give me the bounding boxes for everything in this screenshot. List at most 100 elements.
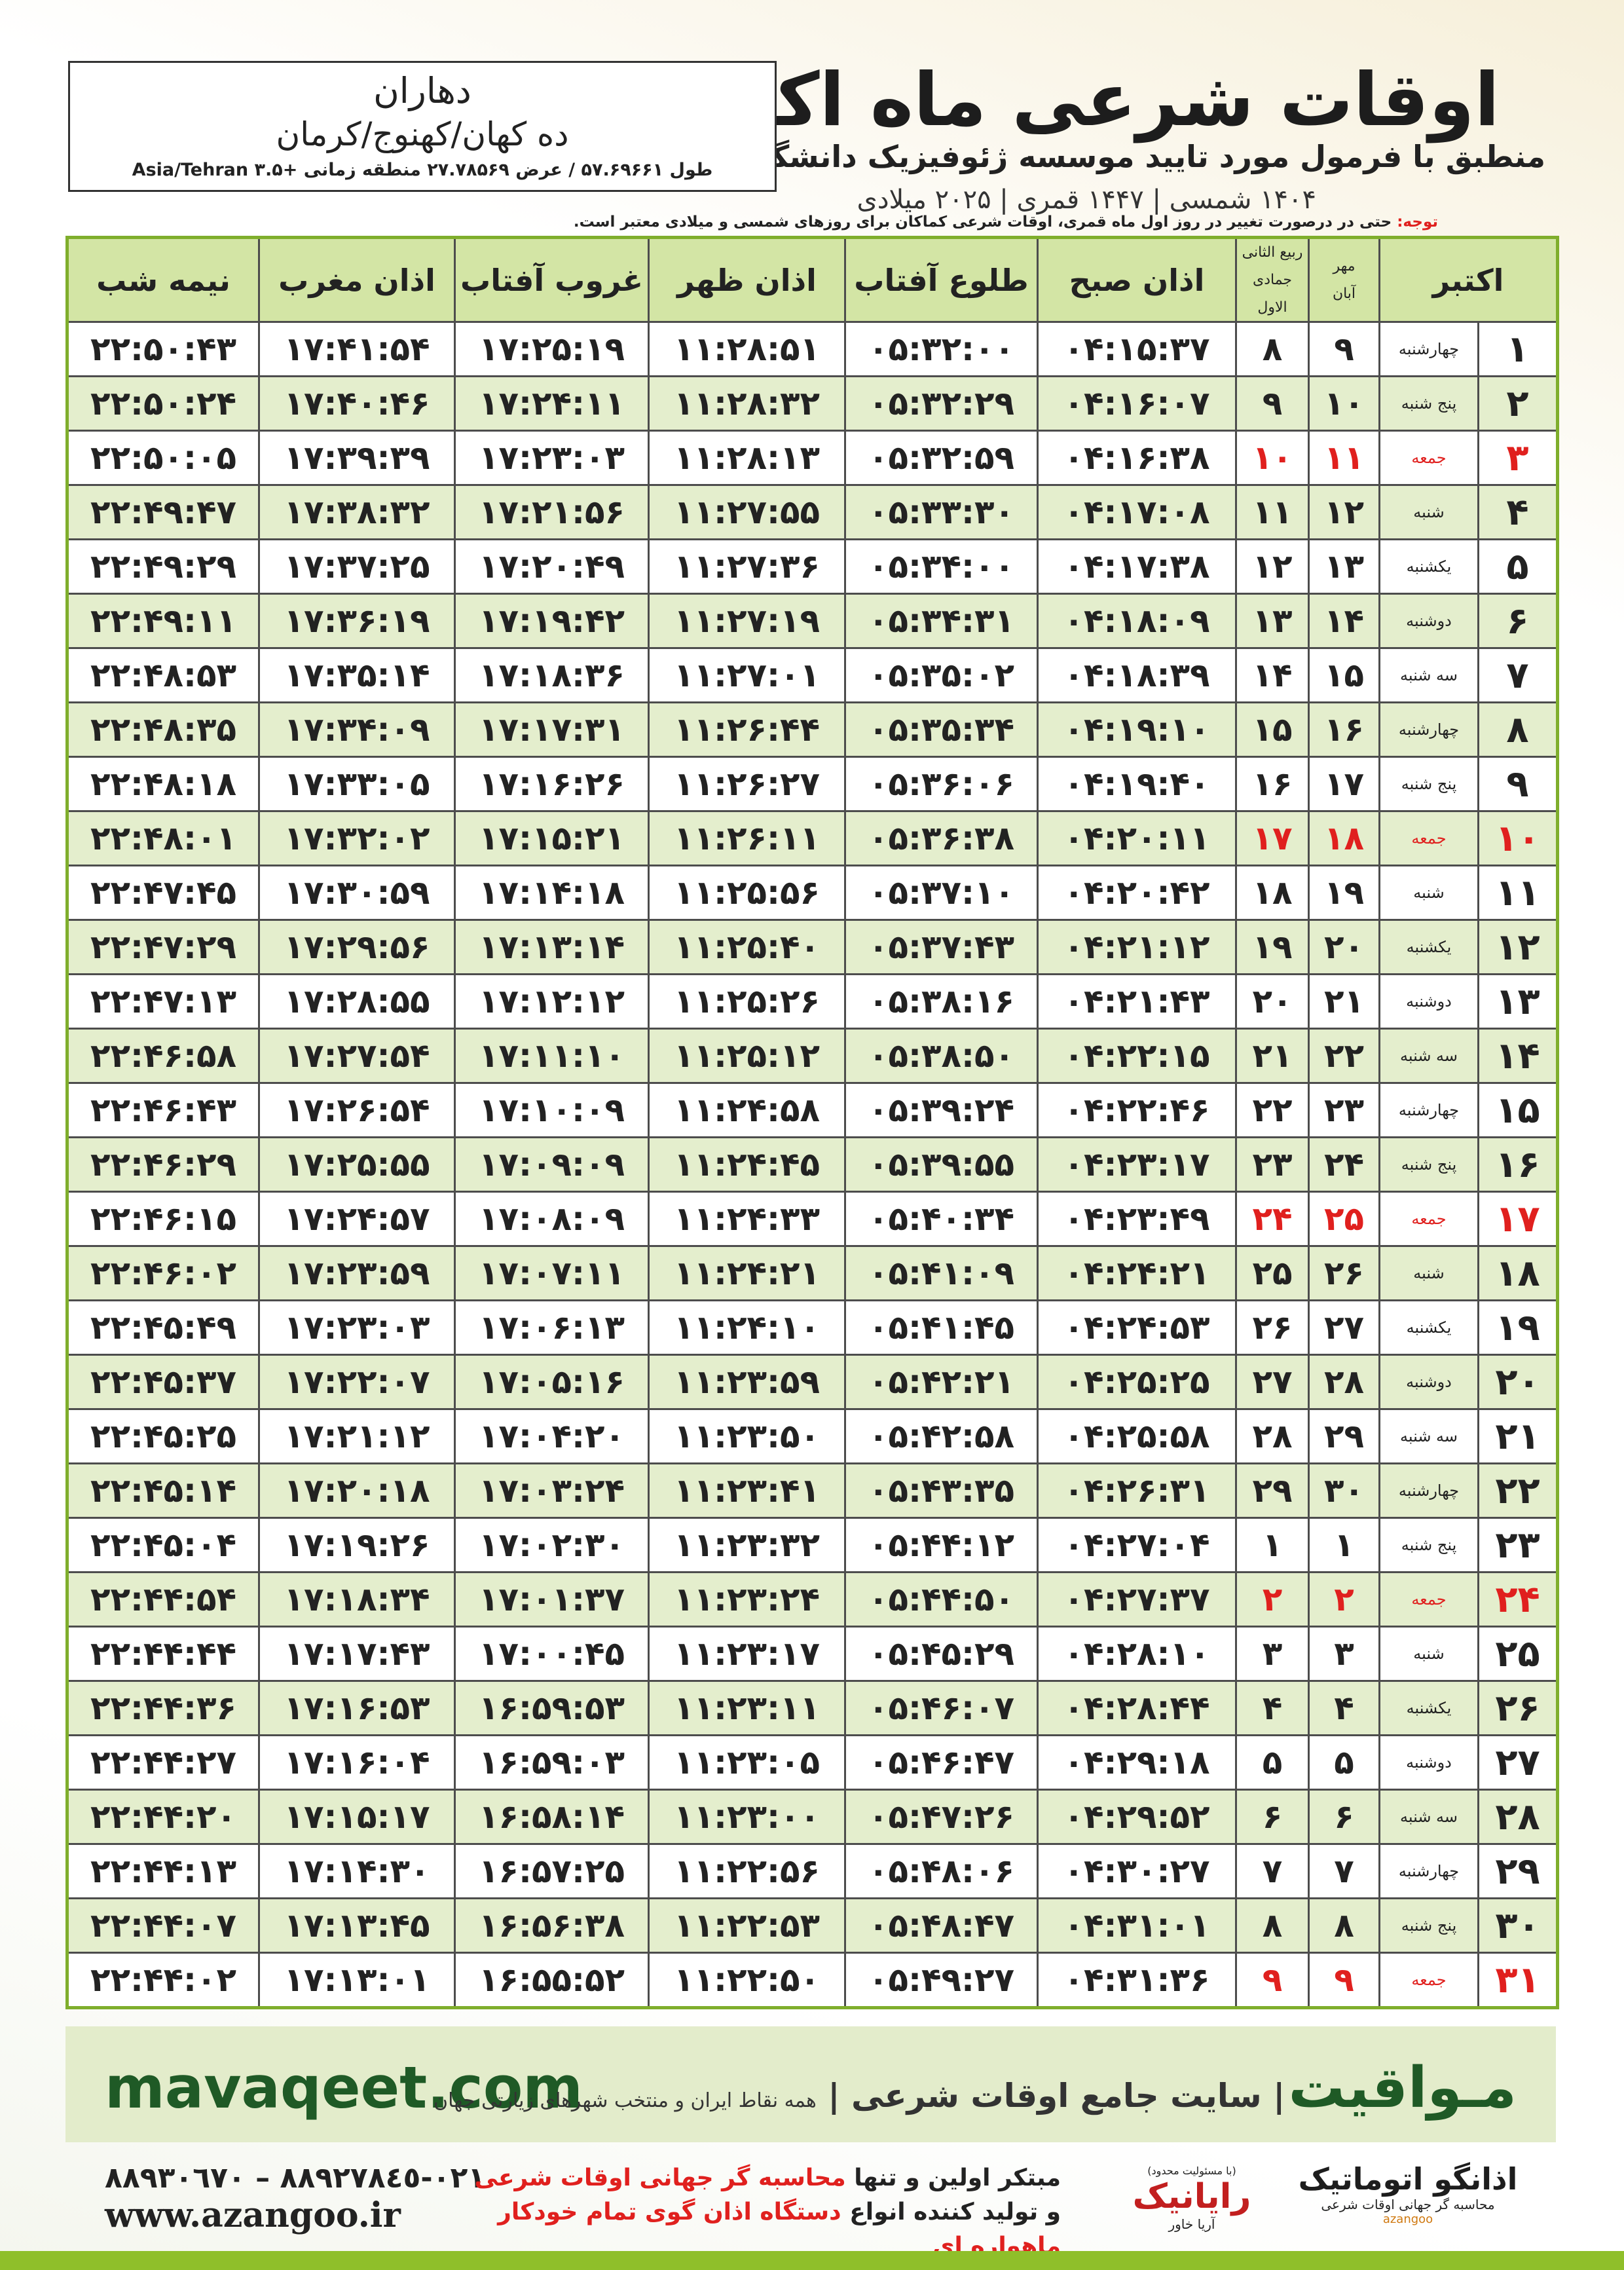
time-cell: ۰۴:۲۴:۲۱ bbox=[1037, 1245, 1237, 1302]
time-cell: ۲۲:۴۵:۱۴ bbox=[66, 1462, 260, 1519]
time-cell: ۰۵:۴۲:۵۸ bbox=[844, 1408, 1039, 1465]
time-cell: ۰۵:۴۴:۵۰ bbox=[844, 1571, 1039, 1628]
time-cell: ۲۲:۵۰:۴۳ bbox=[66, 321, 260, 378]
date-cell: ۱۹ bbox=[1235, 919, 1310, 976]
time-cell: ۱۷:۳۶:۱۹ bbox=[258, 593, 456, 650]
date-cell: ۲۰ bbox=[1308, 919, 1380, 976]
date-cell: ۲ bbox=[1308, 1571, 1380, 1628]
date-cell: ۳ bbox=[1235, 1626, 1310, 1683]
time-cell: ۲۲:۴۵:۰۴ bbox=[66, 1517, 260, 1574]
time-cell: ۰۴:۲۳:۱۷ bbox=[1037, 1136, 1237, 1193]
promo-highlight: محاسبه گر جهانی اوقات شرعی bbox=[474, 2165, 846, 2191]
date-cell: ۲۶ bbox=[1308, 1245, 1380, 1302]
date-cell: ۱۷ bbox=[1308, 756, 1380, 813]
time-cell: ۰۴:۲۱:۱۲ bbox=[1037, 919, 1237, 976]
title: اوقات شرعی ماه اکتبر bbox=[671, 58, 1500, 143]
time-cell: ۱۷:۰۷:۱۱ bbox=[454, 1245, 650, 1302]
date-cell: ۳۱ bbox=[1477, 1952, 1559, 2009]
time-cell: ۱۷:۲۴:۱۱ bbox=[454, 375, 650, 432]
table-row: ۲۱ سه شنبه ۲۹ ۲۸ ۰۴:۲۵:۵۸ ۰۵:۴۲:۵۸ ۱۱:۲۳:۵۰ ۱۷:… bbox=[66, 1408, 1559, 1465]
header-cell: اذان صبح bbox=[1037, 236, 1237, 324]
promo-line: مبتکر اولین و تنها محاسبه گر جهانی اوقات… bbox=[458, 2161, 1061, 2195]
time-cell: ۱۷:۲۵:۵۵ bbox=[258, 1136, 456, 1193]
time-cell: ۱۷:۱۳:۱۴ bbox=[454, 919, 650, 976]
time-cell: ۰۵:۳۹:۲۴ bbox=[844, 1082, 1039, 1139]
date-cell: سه شنبه bbox=[1378, 1408, 1480, 1465]
time-cell: ۱۱:۲۲:۵۳ bbox=[648, 1897, 846, 1954]
date-cell: ۳ bbox=[1477, 430, 1559, 487]
date-cell: یکشنبه bbox=[1378, 1299, 1480, 1356]
date-cell: ۹ bbox=[1308, 321, 1380, 378]
time-cell: ۰۵:۴۲:۲۱ bbox=[844, 1354, 1039, 1411]
date-cell: یکشنبه bbox=[1378, 1680, 1480, 1737]
date-cell: ۱۵ bbox=[1235, 701, 1310, 758]
time-cell: ۱۷:۱۹:۴۲ bbox=[454, 593, 650, 650]
time-cell: ۱۷:۱۷:۳۱ bbox=[454, 701, 650, 758]
time-cell: ۰۵:۴۴:۱۲ bbox=[844, 1517, 1039, 1574]
time-cell: ۲۲:۴۵:۴۹ bbox=[66, 1299, 260, 1356]
date-cell: ۲۵ bbox=[1477, 1626, 1559, 1683]
table-row: ۲۲ چهارشنبه ۳۰ ۲۹ ۰۴:۲۶:۳۱ ۰۵:۴۳:۳۵ ۱۱:۲۳:۴۱ ۱۷… bbox=[66, 1462, 1559, 1519]
time-cell: ۰۴:۲۹:۵۲ bbox=[1037, 1789, 1237, 1846]
date-cell: ۱۰ bbox=[1235, 430, 1310, 487]
date-cell: ۱۲ bbox=[1477, 919, 1559, 976]
time-cell: ۰۴:۲۵:۵۸ bbox=[1037, 1408, 1237, 1465]
time-cell: ۱۱:۲۳:۱۷ bbox=[648, 1626, 846, 1683]
time-cell: ۱۱:۲۵:۵۶ bbox=[648, 865, 846, 921]
date-cell: ۲۲ bbox=[1477, 1462, 1559, 1519]
date-cell: ۲۴ bbox=[1477, 1571, 1559, 1628]
date-cell: شنبه bbox=[1378, 1245, 1480, 1302]
date-cell: ۸ bbox=[1308, 1897, 1380, 1954]
table-row: ۶ دوشنبه ۱۴ ۱۳ ۰۴:۱۸:۰۹ ۰۵:۳۴:۳۱ ۱۱:۲۷:۱۹ ۱۷:۱۹… bbox=[66, 593, 1559, 650]
date-cell: جمعه bbox=[1378, 1952, 1480, 2009]
date-cell: ۱۷ bbox=[1477, 1191, 1559, 1248]
date-cell: ۲۹ bbox=[1477, 1843, 1559, 1900]
time-cell: ۰۴:۳۱:۳۶ bbox=[1037, 1952, 1237, 2009]
date-cell: ۹ bbox=[1235, 1952, 1310, 2009]
time-cell: ۱۷:۰۸:۰۹ bbox=[454, 1191, 650, 1248]
time-cell: ۲۲:۴۴:۲۰ bbox=[66, 1789, 260, 1846]
time-cell: ۱۶:۵۹:۰۳ bbox=[454, 1734, 650, 1791]
date-cell: ۲ bbox=[1235, 1571, 1310, 1628]
table-row: ۱ چهارشنبه ۹ ۸ ۰۴:۱۵:۳۷ ۰۵:۳۲:۰۰ ۱۱:۲۸:۵۱ ۱۷:۲۵… bbox=[66, 321, 1559, 378]
date-cell: شنبه bbox=[1378, 865, 1480, 921]
date-cell: ۱۵ bbox=[1477, 1082, 1559, 1139]
time-cell: ۱۷:۲۲:۰۷ bbox=[258, 1354, 456, 1411]
table-row: ۲ پنج شنبه ۱۰ ۹ ۰۴:۱۶:۰۷ ۰۵:۳۲:۲۹ ۱۱:۲۸:۳۲ ۱۷:۲… bbox=[66, 375, 1559, 432]
time-cell: ۲۲:۴۷:۱۳ bbox=[66, 973, 260, 1030]
banner: mavaqeet.com مـواقیت | سایت جامع اوقات ش… bbox=[65, 2026, 1556, 2142]
table-row: ۷ سه شنبه ۱۵ ۱۴ ۰۴:۱۸:۳۹ ۰۵:۳۵:۰۲ ۱۱:۲۷:۰۱ ۱۷:۱… bbox=[66, 647, 1559, 704]
date-cell: ۲۰ bbox=[1235, 973, 1310, 1030]
date-cell: ۲۷ bbox=[1235, 1354, 1310, 1411]
time-cell: ۲۲:۴۴:۴۴ bbox=[66, 1626, 260, 1683]
time-cell: ۲۲:۴۶:۴۳ bbox=[66, 1082, 260, 1139]
time-cell: ۰۴:۳۰:۲۷ bbox=[1037, 1843, 1237, 1900]
date-cell: ۲۱ bbox=[1477, 1408, 1559, 1465]
time-cell: ۱۱:۲۶:۲۷ bbox=[648, 756, 846, 813]
time-cell: ۱۱:۲۴:۱۰ bbox=[648, 1299, 846, 1356]
date-cell: ۸ bbox=[1235, 321, 1310, 378]
date-cell: ۵ bbox=[1235, 1734, 1310, 1791]
date-cell: ۲۴ bbox=[1308, 1136, 1380, 1193]
date-cell: ۱۶ bbox=[1308, 701, 1380, 758]
time-cell: ۰۴:۲۱:۴۳ bbox=[1037, 973, 1237, 1030]
time-cell: ۱۷:۲۴:۵۷ bbox=[258, 1191, 456, 1248]
table-row: ۱۵ چهارشنبه ۲۳ ۲۲ ۰۴:۲۲:۴۶ ۰۵:۳۹:۲۴ ۱۱:۲۴:۵۸ ۱۷… bbox=[66, 1082, 1559, 1139]
table-row: ۱۲ یکشنبه ۲۰ ۱۹ ۰۴:۲۱:۱۲ ۰۵:۳۷:۴۳ ۱۱:۲۵:۴۰ ۱۷:۱… bbox=[66, 919, 1559, 976]
date-cell: ۱۱ bbox=[1477, 865, 1559, 921]
table-row: ۸ چهارشنبه ۱۶ ۱۵ ۰۴:۱۹:۱۰ ۰۵:۳۵:۳۴ ۱۱:۲۶:۴۴ ۱۷:… bbox=[66, 701, 1559, 758]
time-cell: ۰۵:۴۱:۰۹ bbox=[844, 1245, 1039, 1302]
time-cell: ۱۷:۰۲:۳۰ bbox=[454, 1517, 650, 1574]
date-cell: ۸ bbox=[1235, 1897, 1310, 1954]
time-cell: ۱۱:۲۸:۳۲ bbox=[648, 375, 846, 432]
date-cell: ۲۸ bbox=[1477, 1789, 1559, 1846]
date-cell: ۱ bbox=[1235, 1517, 1310, 1574]
date-cell: ۲۹ bbox=[1235, 1462, 1310, 1519]
date-cell: چهارشنبه bbox=[1378, 321, 1480, 378]
table-row: ۴ شنبه ۱۲ ۱۱ ۰۴:۱۷:۰۸ ۰۵:۳۳:۳۰ ۱۱:۲۷:۵۵ ۱۷:۲۱:۵… bbox=[66, 484, 1559, 541]
time-cell: ۱۷:۲۹:۵۶ bbox=[258, 919, 456, 976]
time-cell: ۲۲:۴۶:۲۹ bbox=[66, 1136, 260, 1193]
time-cell: ۱۷:۰۵:۱۶ bbox=[454, 1354, 650, 1411]
time-cell: ۱۱:۲۳:۲۴ bbox=[648, 1571, 846, 1628]
date-cell: دوشنبه bbox=[1378, 1354, 1480, 1411]
